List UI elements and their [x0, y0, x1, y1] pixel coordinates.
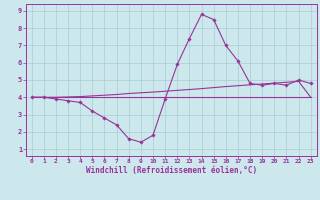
X-axis label: Windchill (Refroidissement éolien,°C): Windchill (Refroidissement éolien,°C) — [86, 166, 257, 175]
